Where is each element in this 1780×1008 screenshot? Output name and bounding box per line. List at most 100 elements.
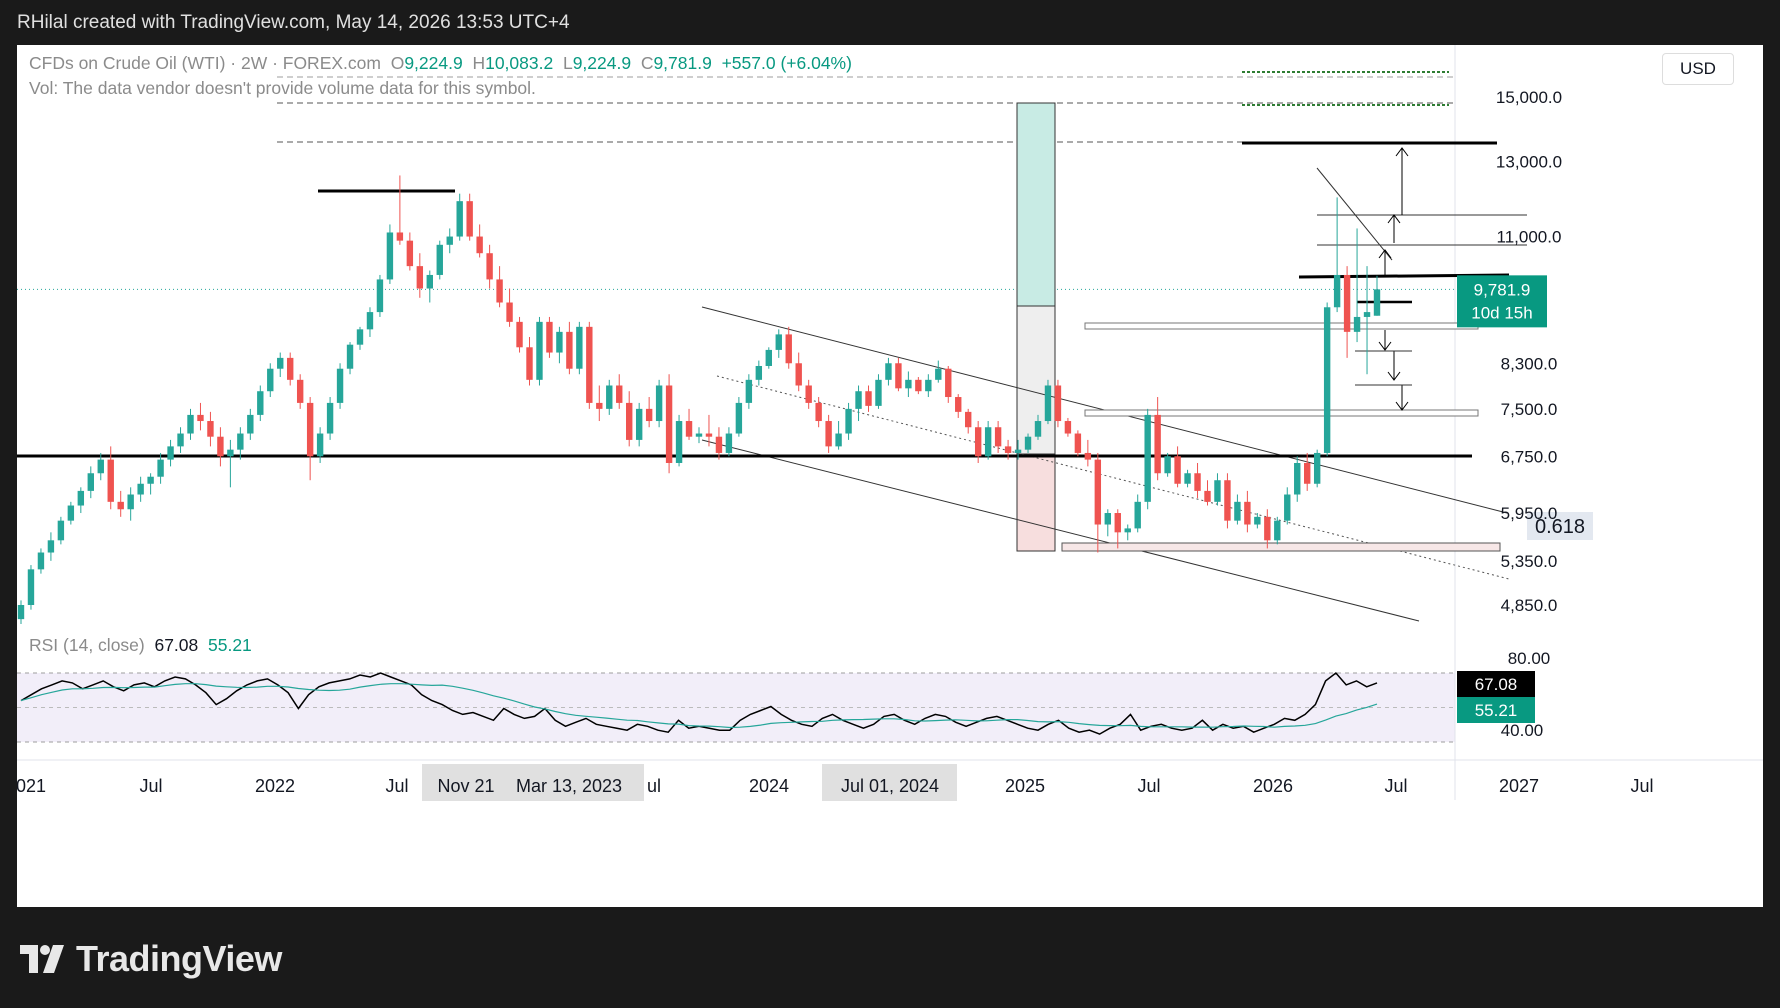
high-value: 10,083.2 <box>485 53 554 73</box>
rsi-band <box>17 673 1455 742</box>
candle-body <box>775 334 782 350</box>
candle-body <box>685 421 693 437</box>
candle-body <box>57 520 65 541</box>
candle-body <box>1084 452 1092 460</box>
zone-rect <box>1084 322 1479 330</box>
candle-body <box>596 402 603 409</box>
candle-body <box>1323 307 1331 453</box>
price-tag-value: 9,781.9 <box>1474 280 1531 299</box>
candle-body <box>277 357 284 369</box>
candle-body <box>386 232 394 280</box>
candle-body <box>675 421 683 463</box>
candle-body <box>1254 516 1261 525</box>
candle-body <box>77 490 85 506</box>
candle-body <box>267 368 274 392</box>
change-value: +557.0 (+6.04%) <box>721 53 852 73</box>
candle-body <box>566 331 573 369</box>
symbol-legend: CFDs on Crude Oil (WTI) · 2W · FOREX.com… <box>29 53 852 74</box>
candle-body <box>616 385 623 403</box>
rsi-tag-box <box>1457 671 1535 697</box>
candle-body <box>456 201 463 237</box>
candle-body <box>984 427 992 457</box>
candle-body <box>1284 494 1291 521</box>
price-tick: 15,000.0 <box>1496 88 1562 107</box>
candle-body <box>396 232 404 241</box>
price-tick: 4,850.0 <box>1501 596 1558 615</box>
candle-body <box>1034 421 1042 437</box>
candle-body <box>974 427 982 457</box>
candle-body <box>247 414 254 434</box>
candle-body <box>17 605 25 620</box>
candle-body <box>1244 501 1251 525</box>
candle-body <box>945 368 952 398</box>
candle-body <box>715 436 723 453</box>
candle-body <box>446 236 453 245</box>
price-tick: 5,950.0 <box>1501 504 1558 523</box>
candle-body <box>1214 480 1221 502</box>
candle-body <box>1224 480 1231 521</box>
candle-body <box>1004 446 1012 453</box>
price-tick: 6,750.0 <box>1501 447 1558 466</box>
candle-body <box>1164 456 1171 474</box>
candle-body <box>1304 462 1311 484</box>
candle-body <box>516 321 523 348</box>
candle-body <box>915 379 922 392</box>
rsi-ma-value: 55.21 <box>208 635 252 655</box>
candle-body <box>1134 501 1141 529</box>
candle-body <box>1094 459 1102 525</box>
candle-body <box>1114 513 1121 533</box>
time-tick: Jul <box>1630 776 1653 796</box>
down-arrow-head <box>1387 371 1401 381</box>
candle-body <box>645 408 653 422</box>
candle-body <box>905 379 912 389</box>
candle-body <box>586 326 593 403</box>
candle-body <box>107 459 114 502</box>
open-value: 9,224.9 <box>404 53 463 73</box>
candle-body <box>805 385 812 403</box>
candle-body <box>1343 274 1351 332</box>
candle-body <box>765 349 772 366</box>
time-tick: 2026 <box>1253 776 1293 796</box>
candle-body <box>47 540 55 553</box>
c-label: C <box>640 53 654 73</box>
l-label: L <box>562 53 573 73</box>
candle-body <box>1074 433 1082 453</box>
candle-body <box>167 446 174 460</box>
time-tick: ul <box>647 776 661 796</box>
price-tick: 11,000.0 <box>1497 228 1562 247</box>
candle-body <box>1064 421 1072 434</box>
candle-body <box>97 459 104 474</box>
chart-frame[interactable]: 0.618 15,000.0 13,000.0 11,000.0 8,300.0 7,50… <box>17 45 1763 907</box>
candle-body <box>376 279 384 313</box>
candle-body <box>845 408 852 434</box>
candle-body <box>1174 456 1181 484</box>
candle-body <box>197 414 204 422</box>
zone-rect <box>1084 409 1479 417</box>
candle-body <box>1363 312 1371 317</box>
currency-button[interactable]: USD <box>1662 53 1734 85</box>
candle-body <box>436 244 443 275</box>
candle-body <box>1353 316 1361 332</box>
candle-body <box>1054 385 1062 422</box>
price-tag-countdown: 10d 15h <box>1471 303 1532 322</box>
time-tick: Mar 13, 2023 <box>516 776 622 796</box>
candle-body <box>606 385 613 409</box>
rsi-label: RSI (14, close) <box>29 635 145 655</box>
up-arrow-head <box>1395 147 1409 157</box>
candle-body <box>217 436 224 457</box>
candle-body <box>187 414 194 434</box>
candle-body <box>177 433 184 447</box>
candle-body <box>416 266 424 289</box>
price-tick: 8,300.0 <box>1501 354 1558 373</box>
candle-body <box>925 379 932 392</box>
candle-body <box>466 201 473 237</box>
candle-body <box>336 368 344 403</box>
candle-body <box>37 552 45 570</box>
chart-canvas[interactable]: 0.618 15,000.0 13,000.0 11,000.0 8,300.0 7,50… <box>17 45 1763 907</box>
rsi-ma-tag-box <box>1457 697 1535 723</box>
candle-body <box>486 253 493 280</box>
tv-logo-icon <box>20 945 64 973</box>
candle-body <box>1313 452 1321 484</box>
candle-body <box>356 329 364 345</box>
candle-body <box>1264 516 1271 541</box>
